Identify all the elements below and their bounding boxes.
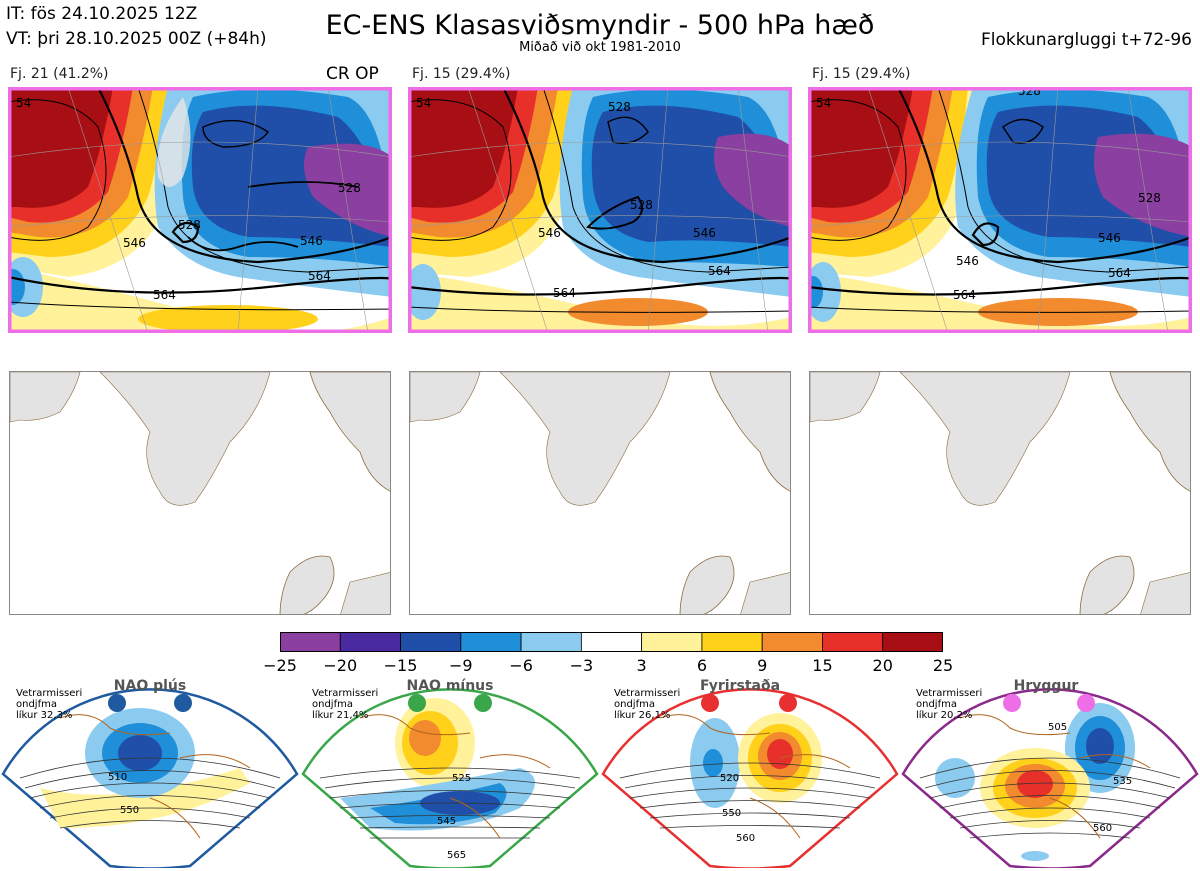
regime-contour-label: 545 [437, 816, 456, 827]
meta-season: Vetrarmisseri [16, 688, 83, 699]
meta-season: Vetrarmisseri [614, 688, 681, 699]
regime-blocking-title: Fyrirstaða [699, 678, 781, 694]
cluster-3-label: Fj. 15 (29.4%) [812, 66, 911, 82]
meta-season: Vetrarmisseri [312, 688, 379, 699]
colorbar-tick-label: −9 [449, 656, 473, 675]
colorbar-cell [280, 632, 341, 652]
cluster-2-map[interactable]: 54 528 528 546 546 564 564 [408, 87, 792, 333]
page-subtitle: Miðað við okt 1981-2010 [519, 40, 681, 55]
cluster-1-label: Fj. 21 (41.2%) [10, 66, 109, 82]
regime-contour-label: 525 [452, 773, 471, 784]
colorbar-tick-label: 9 [757, 656, 768, 675]
regime-ridge-meta: Vetrarmisseri ondjfma líkur 20,2% [916, 688, 1006, 721]
regime-nao-minus[interactable]: 525 545 565 [300, 678, 600, 870]
cluster-3-contour-label: 528 [1018, 87, 1041, 98]
cluster-1-contour-label: 528 [338, 181, 361, 195]
cluster-1-contour-label: 528 [178, 218, 201, 232]
colorbar-tick-label: −6 [509, 656, 533, 675]
regime-ridge-title: Hryggur [1013, 678, 1079, 694]
colorbar-cell [882, 632, 943, 652]
regime-contour-label: 550 [722, 808, 741, 819]
cluster-2-contour-label: 528 [630, 198, 653, 212]
regime-contour-label: 520 [720, 773, 739, 784]
cluster-3-contour-label: 564 [1108, 266, 1131, 280]
regime-nao-plus[interactable]: 510 550 [0, 678, 300, 870]
regime-blocking-meta: Vetrarmisseri ondjfma líkur 26,1% [614, 688, 704, 721]
cluster-2-contour-label: 564 [553, 286, 576, 300]
page-title: EC-ENS Klasasviðsmyndir - 500 hPa hæð [325, 10, 875, 41]
regime-nao-plus-meta: Vetrarmisseri ondjfma líkur 32,3% [16, 688, 106, 721]
cluster-3-contour-label: 54 [816, 96, 831, 110]
classification-window: Flokkunargluggi t+72-96 [980, 30, 1192, 50]
colorbar-tick-label: −15 [383, 656, 418, 675]
colorbar-tick-label: −25 [263, 656, 297, 675]
colorbar-tick-label: −20 [323, 656, 358, 675]
meta-months: ondjfma [16, 699, 57, 710]
base-map-2 [409, 371, 791, 615]
meta-probability: líkur 26,1% [614, 710, 671, 721]
cluster-3-contour-label: 546 [1098, 231, 1121, 245]
cluster-2-label: Fj. 15 (29.4%) [412, 66, 511, 82]
cluster-2-contour-label: 528 [608, 100, 631, 114]
meta-season: Vetrarmisseri [916, 688, 983, 699]
cluster-1-contour-label: 546 [300, 234, 323, 248]
colorbar-cell [520, 632, 582, 652]
colorbar-cell [761, 632, 823, 652]
base-map-1 [9, 371, 391, 615]
cluster-2-contour-label: 54 [416, 96, 431, 110]
colorbar-cell [400, 632, 462, 652]
regime-contour-label: 505 [1048, 722, 1067, 733]
colorbar-cell [339, 632, 401, 652]
regime-contour-label: 550 [120, 805, 139, 816]
colorbar-cell [641, 632, 703, 652]
meta-probability: líkur 20,2% [916, 710, 973, 721]
regime-nao-minus-meta: Vetrarmisseri ondjfma líkur 21,4% [312, 688, 402, 721]
regime-contour-label: 510 [108, 772, 127, 783]
regime-nao-plus-title: NAO plús [113, 678, 187, 694]
colorbar-tick-label: 6 [696, 656, 707, 675]
regime-contour-label: 560 [1093, 823, 1112, 834]
meta-probability: líkur 32,3% [16, 710, 73, 721]
cluster-1-tag: CR OP [326, 64, 379, 84]
initial-time: IT: fös 24.10.2025 12Z [6, 4, 198, 24]
colorbar-cell [822, 632, 884, 652]
cluster-2-contour-label: 546 [538, 226, 561, 240]
cluster-1-map[interactable]: 54 546 528 528 546 564 564 [8, 87, 392, 333]
base-map-3 [809, 371, 1191, 615]
colorbar-tick-label: 20 [872, 656, 893, 675]
regime-ridge[interactable]: 505 535 560 [900, 678, 1200, 870]
valid-time: VT: þri 28.10.2025 00Z (+84h) [6, 29, 267, 49]
cluster-3-map[interactable]: 54 528 528 546 546 564 564 [808, 87, 1192, 333]
cluster-1-contour-label: 564 [153, 288, 176, 302]
cluster-3-contour-label: 546 [956, 254, 979, 268]
regime-blocking[interactable]: 520 550 560 [600, 678, 900, 870]
regime-nao-minus-title: NAO mínus [406, 678, 494, 694]
cluster-3-contour-label: 564 [953, 288, 976, 302]
meta-months: ondjfma [916, 699, 957, 710]
regime-contour-label: 560 [736, 833, 755, 844]
cluster-1-contour-label: 54 [16, 96, 31, 110]
colorbar-tick-label: 3 [636, 656, 647, 675]
cluster-3-contour-label: 528 [1138, 191, 1161, 205]
colorbar-tick-label: −3 [569, 656, 594, 675]
meta-months: ondjfma [614, 699, 655, 710]
colorbar-cell [580, 632, 643, 652]
cluster-1-contour-label: 564 [308, 269, 331, 283]
colorbar-tick-label: 15 [812, 656, 833, 675]
regime-contour-label: 565 [447, 850, 466, 861]
meta-probability: líkur 21,4% [312, 710, 369, 721]
cluster-1-contour-label: 546 [123, 236, 146, 250]
colorbar-cell [460, 632, 522, 652]
cluster-2-contour-label: 564 [708, 264, 731, 278]
colorbar-tick-label: 25 [932, 656, 954, 675]
regime-contour-label: 535 [1113, 776, 1132, 787]
meta-months: ondjfma [312, 699, 353, 710]
colorbar-cell [701, 632, 763, 652]
colorbar [280, 632, 943, 652]
cluster-2-contour-label: 546 [693, 226, 716, 240]
